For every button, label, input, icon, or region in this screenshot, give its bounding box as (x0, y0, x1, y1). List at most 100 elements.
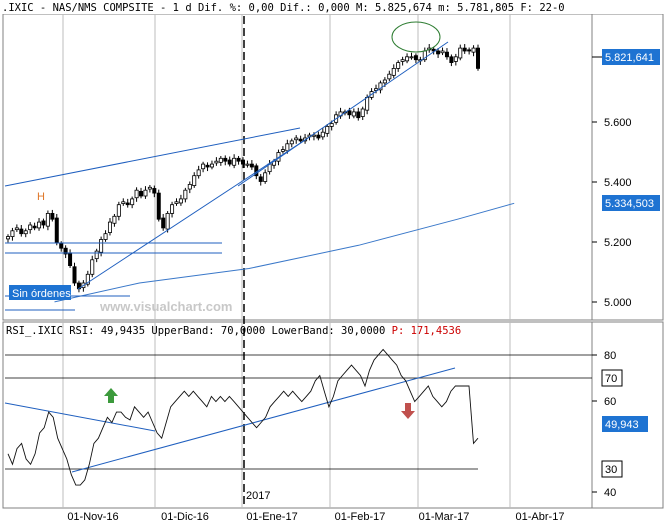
candle (37, 218, 42, 231)
rsi-lower-badge (601, 460, 623, 478)
last-price-badge (602, 49, 660, 65)
candle (436, 48, 441, 58)
up-arrow-icon (104, 388, 118, 403)
candle (325, 124, 330, 137)
candle (85, 270, 90, 287)
candles (6, 44, 480, 293)
uptrend-line-2 (237, 41, 449, 187)
candle (258, 173, 263, 186)
rsi-line (7, 348, 479, 486)
rsi-downtrend-line (4, 402, 156, 432)
sin-ordenes-label: Sin órdenes (12, 288, 71, 300)
candle (475, 44, 480, 71)
header-text: .IXIC - NAS/NMS COMPSITE - 1 d Dif. %: 0… (2, 2, 565, 14)
candle (245, 160, 250, 168)
candle (143, 186, 148, 199)
candle (232, 154, 237, 169)
candle (263, 169, 268, 184)
candle (170, 201, 175, 218)
candle (121, 198, 126, 206)
candle (378, 80, 383, 94)
candle (320, 128, 325, 140)
candle (396, 60, 401, 72)
candle (453, 53, 458, 66)
candle (107, 218, 112, 236)
candle (10, 227, 15, 241)
candle (72, 262, 77, 286)
candle (152, 185, 157, 198)
candle (351, 108, 356, 119)
candle (391, 64, 396, 79)
candle (19, 225, 24, 237)
rsi-tick-label: 40 (604, 487, 616, 499)
highlight-ellipse (391, 21, 441, 53)
x-tick-label: 01-Abr-17 (516, 511, 565, 523)
watermark: www.visualchart.com (99, 299, 232, 314)
candle (54, 213, 59, 246)
candle (240, 157, 245, 169)
candle (289, 138, 294, 148)
last-price-value: 5.821,641 (605, 52, 654, 64)
candle (130, 196, 135, 209)
candle (165, 211, 170, 233)
candle (103, 230, 108, 242)
down-arrow-icon (401, 403, 415, 419)
candle (467, 47, 472, 55)
candle (112, 213, 117, 227)
candle (161, 213, 166, 231)
candle (45, 210, 50, 231)
candle (201, 161, 206, 173)
candle (440, 47, 445, 56)
candle (387, 70, 392, 82)
x-tick-label: 01-Nov-16 (67, 511, 118, 523)
candle (462, 44, 467, 54)
x-axis: 01-Nov-16 01-Dic-16 01-Ene-17 01-Feb-17 … (67, 511, 564, 523)
rsi-tick-label: 60 (604, 396, 616, 408)
rsi-value-badge (602, 416, 648, 432)
candle (63, 245, 68, 259)
candle (192, 172, 197, 188)
candle (156, 189, 161, 222)
candle (444, 48, 449, 60)
candle (94, 248, 99, 263)
price-yaxis: 5.600 5.400 5.200 5.000 (592, 117, 632, 309)
sin-ordenes-box (9, 285, 71, 300)
candle (41, 218, 46, 229)
candle (209, 160, 214, 170)
candle (14, 224, 19, 232)
h-marker: H (37, 191, 45, 203)
candle (125, 198, 130, 208)
candle (280, 146, 285, 154)
candle (50, 209, 55, 222)
ma-path (54, 202, 515, 303)
rsi-path (7, 348, 479, 486)
candle (471, 45, 476, 57)
year-label: 2017 (246, 490, 270, 502)
candle (6, 234, 11, 243)
rsi-lower-badge-value: 30 (605, 464, 617, 476)
price-tick-label: 5.000 (604, 297, 632, 309)
candle (23, 228, 28, 238)
ma-badge (602, 195, 660, 211)
candle (236, 155, 241, 165)
upper-channel-line (4, 127, 301, 187)
candle (413, 53, 418, 64)
candle (449, 54, 454, 67)
x-tick-label: 01-Mar-17 (419, 511, 470, 523)
candle (218, 155, 223, 166)
uptrend-line-1 (77, 137, 309, 290)
candle (223, 155, 228, 166)
price-tick-label: 5.200 (604, 237, 632, 249)
candle (139, 187, 144, 199)
candle (400, 56, 405, 66)
candle (294, 135, 299, 144)
rsi-header: RSI_.IXIC RSI: 49,9435 UpperBand: 70,000… (6, 325, 461, 337)
x-tick-label: 01-Feb-17 (335, 511, 386, 523)
candle (174, 198, 179, 206)
candle (147, 184, 152, 193)
moving-average (54, 202, 515, 303)
candle (134, 187, 139, 202)
ma-value: 5.334,503 (605, 198, 654, 210)
x-tick-label: 01-Ene-17 (246, 511, 297, 523)
candle (187, 181, 192, 194)
